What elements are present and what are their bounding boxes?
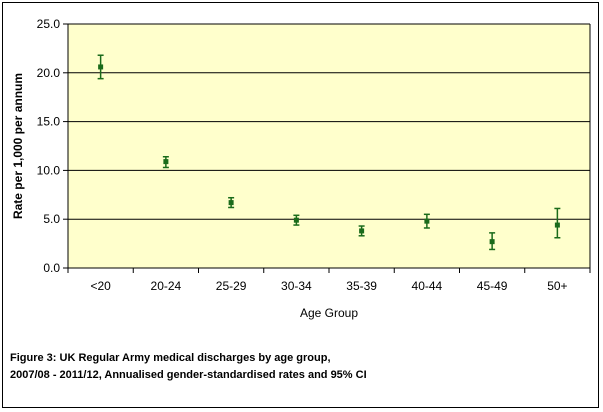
- axes: [67, 24, 591, 273]
- figure-caption: Figure 3: UK Regular Army medical discha…: [10, 350, 590, 384]
- data-point: [293, 217, 299, 223]
- x-tick-label: 35-39: [346, 279, 377, 293]
- caption-line-2: 2007/08 - 2011/12, Annualised gender-sta…: [10, 369, 367, 381]
- x-tick-label: 25-29: [216, 279, 247, 293]
- x-tick-label: 45-49: [477, 279, 508, 293]
- x-axis-title: Age Group: [300, 306, 358, 320]
- data-point: [489, 239, 495, 245]
- x-tick-label: <20: [90, 279, 111, 293]
- x-tick-label: 50+: [547, 279, 567, 293]
- gridlines: [63, 23, 590, 269]
- data-point: [98, 64, 104, 70]
- y-tick-label: 0.0: [43, 261, 60, 275]
- x-tick-label: 20-24: [151, 279, 182, 293]
- x-tick-labels: <20 20-24 25-29 30-34 35-39 40-44 45-49 50+: [90, 279, 567, 293]
- data-point: [228, 200, 234, 206]
- data-point: [163, 159, 169, 165]
- caption-line-1: Figure 3: UK Regular Army medical discha…: [10, 352, 331, 364]
- data-point: [554, 222, 560, 228]
- y-tick-label: 5.0: [43, 212, 60, 226]
- y-axis-title: Rate per 1,000 per annum: [11, 73, 25, 219]
- x-tick-label: 40-44: [412, 279, 443, 293]
- y-tick-label: 15.0: [37, 115, 61, 129]
- y-tick-label: 20.0: [37, 66, 61, 80]
- data-points: [98, 64, 560, 245]
- y-tick-label: 25.0: [37, 17, 61, 31]
- y-tick-label: 10.0: [37, 163, 61, 177]
- data-point: [424, 218, 430, 224]
- y-tick-labels: 0.0 5.0 10.0 15.0 20.0 25.0: [37, 17, 61, 275]
- data-point: [359, 228, 365, 234]
- x-tick-label: 30-34: [281, 279, 312, 293]
- plot-area: [68, 24, 590, 268]
